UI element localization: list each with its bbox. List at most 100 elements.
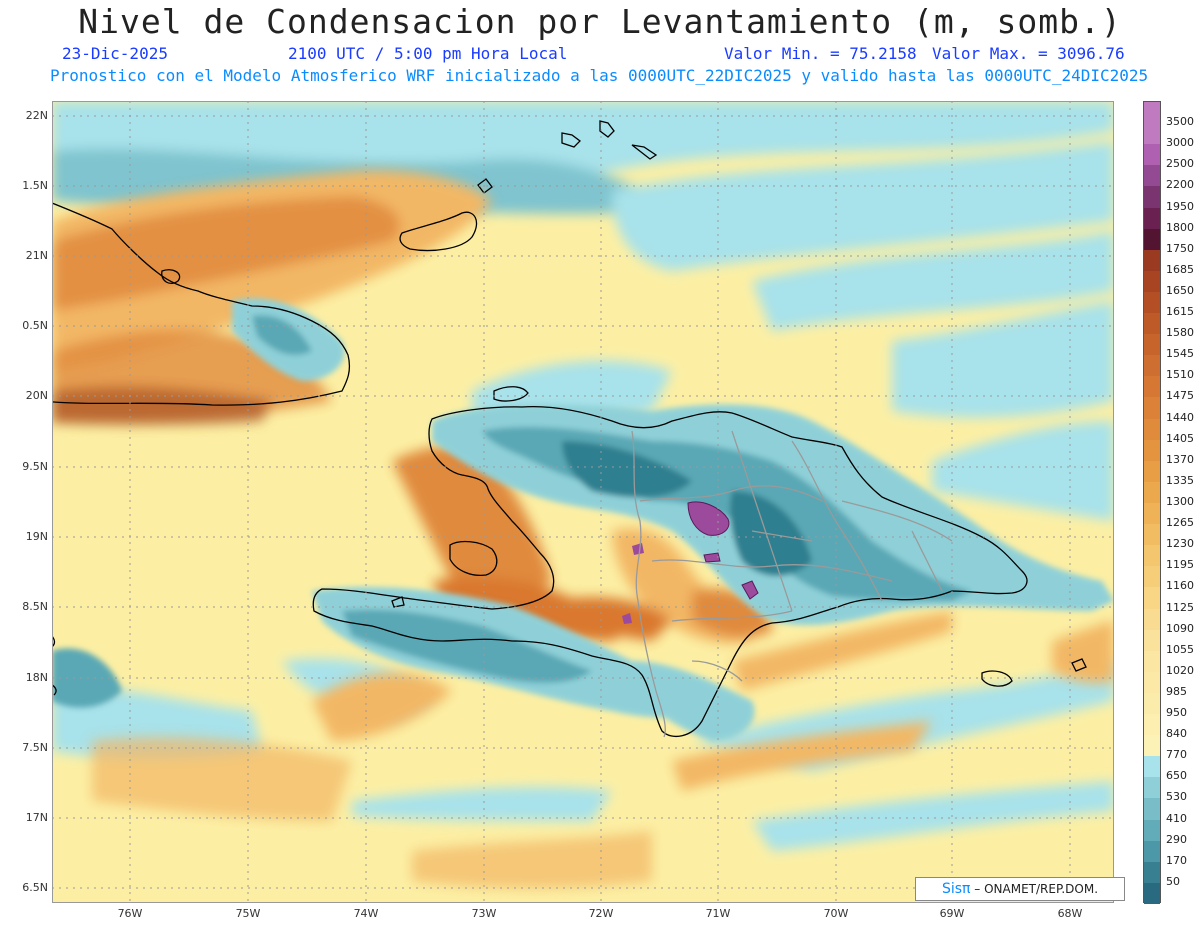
colorbar-label: 1090 <box>1166 621 1194 635</box>
colorbar-segment <box>1144 503 1160 525</box>
colorbar-segment <box>1144 566 1160 588</box>
colorbar-label: 1580 <box>1166 326 1194 340</box>
lat-label: 21N <box>25 249 48 262</box>
colorbar-label: 1800 <box>1166 220 1194 234</box>
colorbar-segment <box>1144 819 1160 842</box>
lat-label: 1.5N <box>22 179 48 192</box>
colorbar-segment <box>1144 882 1160 905</box>
colorbar-segment <box>1144 692 1160 715</box>
lon-label: 69W <box>939 907 965 920</box>
colorbar-label: 1750 <box>1166 241 1194 255</box>
colorbar-label: 3000 <box>1166 136 1194 150</box>
colorbar-segment <box>1144 671 1160 694</box>
colorbar-segment <box>1144 355 1160 377</box>
colorbar-segment <box>1144 418 1160 441</box>
lat-label: 19N <box>25 530 48 543</box>
lat-label: 20N <box>25 389 48 402</box>
colorbar-label: 950 <box>1166 706 1187 720</box>
purple-spots <box>622 501 759 624</box>
colorbar-segment <box>1144 165 1160 187</box>
colorbar-segment <box>1144 102 1160 124</box>
map-frame <box>52 101 1114 903</box>
colorbar-label: 2200 <box>1166 178 1194 192</box>
colorbar-label: 1055 <box>1166 642 1194 656</box>
lat-label: 18N <box>25 671 48 684</box>
colorbar-segment <box>1144 840 1160 863</box>
lat-label: 17N <box>25 811 48 824</box>
lat-label: 7.5N <box>22 741 48 754</box>
colorbar-label: 1475 <box>1166 389 1194 403</box>
colorbar-segment <box>1144 608 1160 631</box>
colorbar-segment <box>1144 460 1160 483</box>
colorbar-label: 1405 <box>1166 431 1194 445</box>
colorbar-label: 410 <box>1166 811 1187 825</box>
colorbar-segment <box>1144 291 1160 314</box>
lon-label: 71W <box>705 907 731 920</box>
colorbar-label: 1020 <box>1166 663 1194 677</box>
colorbar-segment <box>1144 524 1160 546</box>
lon-label: 75W <box>235 907 261 920</box>
colorbar-label: 1265 <box>1166 516 1194 530</box>
colorbar-label: 1335 <box>1166 473 1194 487</box>
lon-label: 74W <box>353 907 379 920</box>
colorbar-segment <box>1144 186 1160 208</box>
lon-label: 76W <box>117 907 143 920</box>
sispi-logo: Sisπ <box>941 881 971 897</box>
colorbar-label: 2500 <box>1166 157 1194 171</box>
colorbar-label: 1650 <box>1166 283 1194 297</box>
colorbar-segment <box>1144 270 1160 293</box>
colorbar-label: 1950 <box>1166 199 1194 213</box>
colorbar-segment <box>1144 777 1160 799</box>
date-label: 23-Dic-2025 <box>62 44 168 63</box>
lon-label: 73W <box>471 907 497 920</box>
colorbar-label: 840 <box>1166 727 1187 741</box>
colorbar-segment <box>1144 861 1160 884</box>
credit-text: – ONAMET/REP.DOM. <box>974 882 1099 896</box>
colorbar-label: 1440 <box>1166 410 1194 424</box>
max-value-label: Valor Max. = 3096.76 <box>932 44 1125 63</box>
colorbar-segment <box>1144 207 1160 230</box>
forecast-map <box>52 101 1114 903</box>
colorbar-segment <box>1144 481 1160 504</box>
lat-label: 8.5N <box>22 600 48 613</box>
colorbar-segment <box>1144 397 1160 420</box>
colorbar-label: 1230 <box>1166 537 1194 551</box>
colorbar-label: 170 <box>1166 853 1187 867</box>
forecast-info: Pronostico con el Modelo Atmosferico WRF… <box>50 66 1149 85</box>
lat-label: 6.5N <box>22 881 48 894</box>
colorbar-segment <box>1144 650 1160 673</box>
colorbar <box>1143 101 1161 905</box>
colorbar-label: 650 <box>1166 769 1187 783</box>
colorbar-label: 770 <box>1166 748 1187 762</box>
colorbar-label: 50 <box>1166 874 1180 888</box>
colorbar-segment <box>1144 798 1160 821</box>
colorbar-segment <box>1144 439 1160 462</box>
colorbar-label: 3500 <box>1166 115 1194 129</box>
lon-label: 70W <box>823 907 849 920</box>
colorbar-segment <box>1144 313 1160 335</box>
colorbar-segment <box>1144 735 1160 757</box>
lat-lon-grid <box>52 101 1114 903</box>
lon-label: 68W <box>1057 907 1083 920</box>
lon-label: 72W <box>588 907 614 920</box>
colorbar-label: 1195 <box>1166 558 1194 572</box>
min-value-label: Valor Min. = 75.2158 <box>724 44 917 63</box>
coastlines <box>52 120 1087 738</box>
time-label: 2100 UTC / 5:00 pm Hora Local <box>288 44 568 63</box>
colorbar-segment <box>1144 228 1160 251</box>
colorbar-segment <box>1144 376 1160 398</box>
lat-label: 9.5N <box>22 460 48 473</box>
colorbar-label: 290 <box>1166 832 1187 846</box>
colorbar-segment <box>1144 629 1160 652</box>
colorbar-label: 1510 <box>1166 368 1194 382</box>
lat-label: 22N <box>25 109 48 122</box>
colorbar-label: 1545 <box>1166 347 1194 361</box>
credit-box: Sisπ – ONAMET/REP.DOM. <box>915 877 1125 901</box>
map-title: Nivel de Condensacion por Levantamiento … <box>78 2 1122 41</box>
colorbar-label: 985 <box>1166 684 1187 698</box>
colorbar-segment <box>1144 123 1160 145</box>
colorbar-label: 1300 <box>1166 495 1194 508</box>
colorbar-segment <box>1144 334 1160 356</box>
colorbar-label: 1125 <box>1166 600 1194 614</box>
colorbar-segment <box>1144 714 1160 736</box>
